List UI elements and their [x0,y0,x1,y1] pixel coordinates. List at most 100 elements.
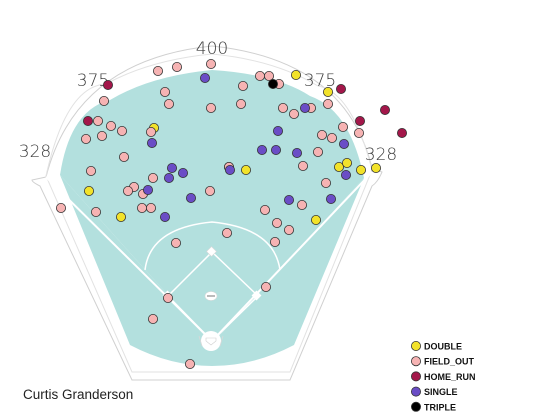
right-foul-line [211,171,373,342]
hit-point-field-out [205,59,216,70]
hit-point-field-out [337,122,348,133]
hit-point-field-out [322,99,333,110]
hit-point-triple [267,79,278,90]
hit-point-double [310,214,321,225]
hit-point-field-out [312,146,323,157]
hit-point-field-out [86,165,97,176]
hit-point-field-out [221,227,232,238]
batters-box-left [198,335,203,347]
hit-point-single [163,172,174,183]
hit-point-field-out [97,130,108,141]
hit-point-single [166,162,177,173]
hit-point-field-out [136,202,147,213]
hit-point-single [291,147,302,158]
hit-point-home-run [354,116,365,127]
hit-point-field-out [145,127,156,138]
legend-label-double: DOUBLE [424,342,462,352]
hit-point-single [338,138,349,149]
hit-point-field-out [263,71,274,82]
dist-label-left-center: 375 [77,71,109,91]
first-base [251,290,262,301]
hit-point-home-run [396,127,407,138]
hit-point-home-run [379,105,390,116]
hit-point-field-out [277,103,288,114]
dist-label-left-line: 328 [19,142,51,162]
second-base [206,246,217,257]
hit-point-field-out [99,96,110,107]
pitchers-rubber [207,295,215,297]
hit-point-double [84,185,95,196]
hit-point-double [116,211,127,222]
hit-point-double [341,157,352,168]
hit-point-single [142,184,153,195]
hit-point-single [283,194,294,205]
infield-arc [144,221,281,271]
outfield-grass [60,70,364,344]
hit-point-field-out [163,99,174,110]
hit-point-field-out [106,121,117,132]
hit-point-field-out [56,202,67,213]
hit-point-field-out [159,87,170,98]
hit-point-field-out [326,132,337,143]
dist-label-center: 400 [196,39,228,59]
hit-point-single [272,126,283,137]
hit-point-field-out [271,217,282,228]
hit-point-single [224,164,235,175]
hit-point-field-out [235,99,246,110]
legend-label-single: SINGLE [424,387,458,397]
hit-point-field-out [205,103,216,114]
hit-point-field-out [297,160,308,171]
hit-point-field-out [259,204,270,215]
hit-point-home-run [83,116,94,127]
hit-point-field-out [260,281,271,292]
hit-point-single [325,193,336,204]
hit-point-field-out [296,199,307,210]
dist-label-right-line: 328 [365,145,397,165]
hit-point-field-out [288,109,299,120]
hit-point-single [256,144,267,155]
hit-point-field-out [316,129,327,140]
legend-swatch-home-run [410,371,421,382]
hit-point-field-out [269,236,280,247]
hit-point-field-out [145,202,156,213]
hit-point-field-out [117,126,128,137]
hit-point-double [322,87,333,98]
home-plate [205,337,217,346]
hit-point-field-out [147,172,158,183]
hit-point-field-out [81,133,92,144]
legend-label-triple: TRIPLE [424,402,456,412]
hit-point-field-out [119,151,130,162]
hit-point-double [333,161,344,172]
hit-point-single [340,169,351,180]
batter-name: Curtis Granderson [23,387,133,402]
hit-point-double [370,162,381,173]
hit-point-field-out [93,116,104,127]
hit-point-field-out [204,185,215,196]
hit-point-home-run [335,84,346,95]
hit-point-field-out [91,206,102,217]
hit-point-field-out [237,81,248,92]
hit-point-single [299,103,310,114]
hit-point-double [355,164,366,175]
hit-point-field-out [283,224,294,235]
hit-point-single [177,167,188,178]
hit-point-single [159,211,170,222]
hit-point-field-out [353,127,364,138]
dist-label-right-center: 375 [304,71,336,91]
hit-point-field-out [147,313,158,324]
legend-swatch-field-out [410,356,421,367]
hit-point-field-out [170,237,181,248]
hit-point-home-run [103,80,114,91]
legend-label-field-out: FIELD_OUT [424,357,475,367]
legend-swatch-single [410,386,421,397]
hit-point-single [146,137,157,148]
hit-point-field-out [171,62,182,73]
hit-point-double [290,70,301,81]
foul-territory-grass [60,175,364,366]
warning-track [45,53,373,373]
batters-box-right [219,335,224,347]
hit-point-field-out [152,66,163,77]
hit-point-single [270,144,281,155]
legend-swatch-triple [410,401,421,412]
